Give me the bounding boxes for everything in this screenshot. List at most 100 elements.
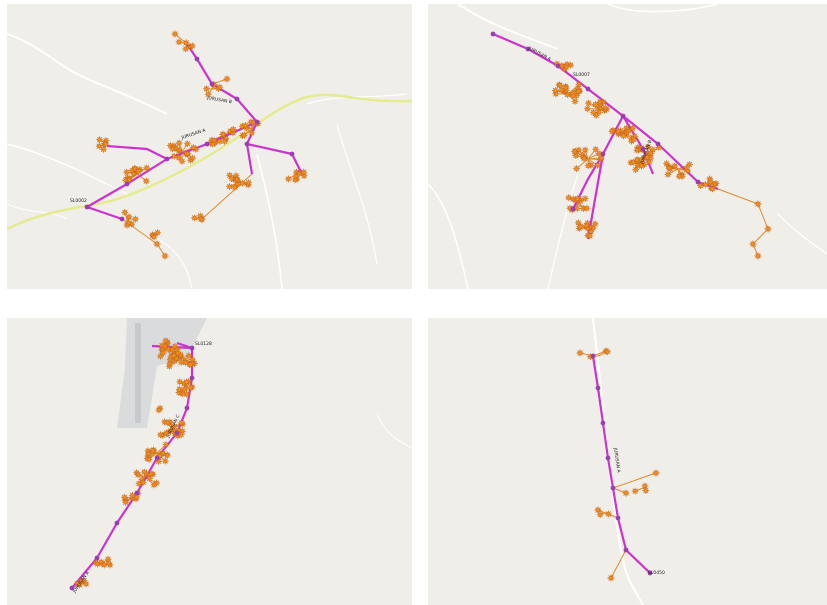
customer-star-icon — [584, 98, 593, 108]
customer-star-icon — [561, 83, 570, 93]
customer-star-icon — [124, 218, 133, 227]
customer-star-icon — [125, 175, 134, 184]
pole-markers — [490, 31, 701, 212]
map-panel-4[interactable]: SL0450 JURUSAN A — [428, 318, 827, 605]
customer-star-icon — [606, 573, 616, 583]
customer-star-icon — [182, 377, 191, 387]
customer-star-icon — [631, 487, 640, 496]
customer-star-icon — [120, 493, 129, 502]
pole-dot-icon — [209, 81, 215, 87]
customer-star-icon — [644, 142, 653, 151]
customer-markers — [73, 336, 199, 589]
customer-markers — [95, 29, 309, 261]
branch-label-b: JURUSAN B — [206, 95, 233, 105]
pole-dot-icon — [647, 570, 653, 576]
customer-star-icon — [637, 161, 646, 171]
map-canvas: SL0002 JURUSAN A JURUSAN B — [7, 29, 412, 289]
customer-star-icon — [208, 140, 217, 149]
customer-star-icon — [169, 351, 179, 360]
customer-star-icon — [227, 174, 236, 183]
customer-star-icon — [247, 128, 256, 138]
customer-star-icon — [569, 91, 578, 100]
customer-star-icon — [188, 41, 197, 50]
customer-star-icon — [593, 505, 603, 515]
service-drop-line — [752, 243, 759, 257]
customer-star-icon — [683, 166, 692, 176]
customer-star-icon — [581, 194, 590, 203]
map-panel-1[interactable]: SL0002 JURUSAN A JURUSAN B — [7, 4, 412, 289]
pole-dot-icon — [194, 56, 200, 62]
customer-star-icon — [101, 139, 110, 149]
customer-star-icon — [189, 143, 198, 152]
map-canvas: SL0007 JURUSAN A JURUSAN B — [428, 4, 827, 289]
pole-dot-icon — [623, 547, 629, 553]
customer-star-icon — [581, 145, 590, 155]
customer-star-icon — [186, 383, 195, 392]
pole-dot-icon — [610, 485, 616, 491]
service-drop-line — [610, 549, 627, 579]
map-canvas: SL0128 JURUSAN A JURUSAN C — [69, 318, 412, 595]
customer-star-icon — [576, 222, 585, 231]
customer-star-icon — [604, 509, 613, 518]
customer-star-icon — [579, 154, 589, 163]
customer-markers — [575, 346, 661, 583]
customer-star-icon — [591, 219, 600, 229]
customer-star-icon — [204, 90, 213, 99]
customer-star-icon — [186, 360, 195, 369]
customer-star-icon — [574, 80, 583, 89]
customer-star-icon — [188, 153, 197, 163]
customer-star-icon — [152, 239, 162, 249]
customer-star-icon — [595, 97, 605, 107]
substation-label: SL0002 — [70, 198, 87, 204]
customer-star-icon — [140, 467, 149, 477]
branch-label-a: JURUSAN A — [612, 446, 622, 473]
map-panel-3[interactable]: SL0128 JURUSAN A JURUSAN C — [7, 318, 412, 605]
pole-dot-icon — [555, 63, 561, 69]
customer-star-icon — [134, 167, 143, 176]
customer-star-icon — [162, 428, 171, 437]
customer-star-icon — [574, 87, 583, 96]
customer-star-icon — [584, 161, 593, 170]
customer-markers — [551, 59, 773, 261]
customer-star-icon — [153, 228, 162, 237]
service-drop-line — [717, 188, 759, 205]
customer-star-icon — [641, 486, 650, 495]
map-canvas: SL0450 JURUSAN A — [575, 318, 665, 605]
customer-star-icon — [196, 215, 206, 224]
pole-dot-icon — [525, 46, 531, 52]
customer-star-icon — [202, 84, 211, 93]
branch-label-a: JURUSAN A — [71, 570, 91, 595]
customer-star-icon — [591, 145, 600, 154]
pole-dot-icon — [119, 216, 125, 222]
customer-star-icon — [601, 103, 610, 112]
customer-star-icon — [76, 577, 86, 586]
pole-dot-icon — [234, 96, 240, 102]
customer-star-icon — [222, 74, 232, 84]
customer-star-icon — [178, 157, 187, 166]
pole-dot-icon — [189, 345, 195, 351]
map-panel-2[interactable]: SL0007 JURUSAN A JURUSAN B — [428, 4, 827, 289]
customer-star-icon — [154, 406, 163, 415]
customer-star-icon — [619, 131, 628, 140]
customer-star-icon — [240, 131, 249, 140]
customer-star-icon — [685, 160, 694, 169]
customer-star-icon — [582, 221, 591, 230]
customer-star-icon — [163, 418, 172, 427]
customer-star-icon — [607, 127, 617, 136]
customer-star-icon — [160, 251, 170, 261]
customer-star-icon — [708, 184, 717, 193]
customer-star-icon — [161, 336, 170, 345]
customer-star-icon — [182, 38, 191, 47]
customer-star-icon — [244, 178, 253, 187]
road-network — [376, 412, 412, 449]
pole-dot-icon — [244, 141, 250, 147]
customer-star-icon — [215, 83, 224, 92]
customer-star-icon — [121, 498, 130, 507]
pole-dot-icon — [615, 515, 621, 521]
road-network — [428, 4, 827, 289]
customer-star-icon — [175, 138, 184, 148]
pole-dot-icon — [620, 113, 626, 119]
customer-star-icon — [161, 440, 171, 449]
customer-star-icon — [593, 161, 602, 170]
customer-star-icon — [238, 179, 247, 188]
